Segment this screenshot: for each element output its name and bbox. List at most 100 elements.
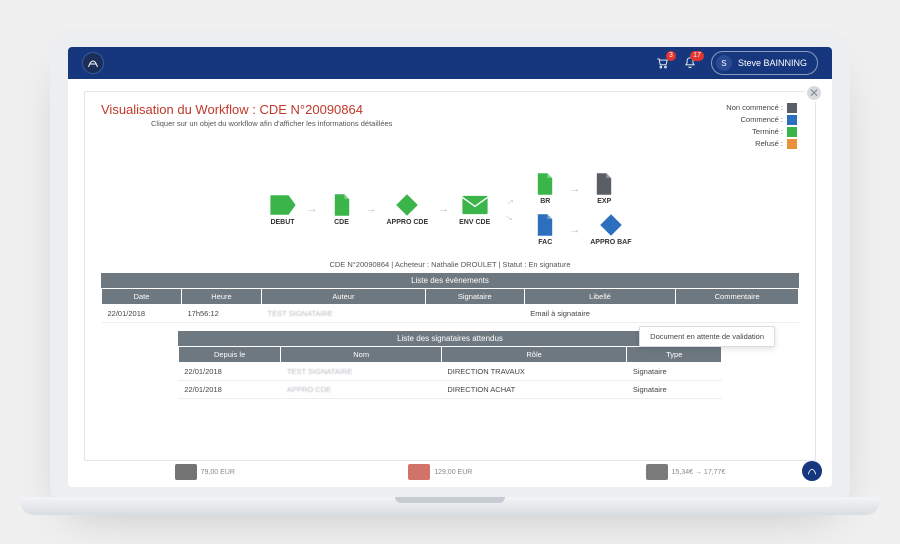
wf-node-label: EXP xyxy=(597,198,611,205)
legend-label: Commencé : xyxy=(740,114,783,126)
wf-node-shape xyxy=(590,172,618,196)
bell-badge: 17 xyxy=(690,51,704,61)
product-card[interactable]: 79,00 EUR xyxy=(175,464,235,480)
col-header: Signataire xyxy=(425,289,524,305)
arrow-icon: → xyxy=(438,203,449,215)
legend-swatch xyxy=(787,127,797,137)
product-price: 79,00 EUR xyxy=(201,469,235,476)
legend-swatch xyxy=(787,103,797,113)
wf-node-shape xyxy=(531,172,559,196)
table-cell: TEST SIGNATAIRE xyxy=(262,305,426,323)
wf-node-label: APPRO BAF xyxy=(590,239,631,246)
table-cell: DIRECTION TRAVAUX xyxy=(441,363,626,381)
arrow-split-up-icon: → xyxy=(502,193,518,209)
col-header: Depuis le xyxy=(178,347,281,363)
wf-branch-top: BR → EXP xyxy=(531,172,631,205)
wf-node-debut[interactable]: DEBUT xyxy=(269,193,297,226)
table-row: 22/01/2018APPRO CDEDIRECTION ACHATSignat… xyxy=(178,381,721,399)
workflow-diagram: DEBUT → CDE → APPRO CDE → ENV CDE → → BR… xyxy=(101,164,799,254)
legend-label: Non commencé : xyxy=(726,102,783,114)
status-legend: Non commencé :Commencé :Terminé :Refusé … xyxy=(726,102,797,150)
wf-branches: BR → EXP FAC → APPRO BAF xyxy=(531,172,631,246)
laptop-frame: 3 17 S Steve BAINNING 79,00 EUR 129,00 EU… xyxy=(50,29,850,515)
arrow-split-down-icon: → xyxy=(502,209,518,225)
product-price: 15,34€ → 17,77€ xyxy=(672,469,726,476)
wf-node-shape xyxy=(597,213,625,237)
table-cell: Signataire xyxy=(627,363,722,381)
user-menu[interactable]: S Steve BAINNING xyxy=(711,51,818,75)
wf-node-ap_baf[interactable]: APPRO BAF xyxy=(590,213,631,246)
chat-fab[interactable] xyxy=(802,461,822,481)
chat-icon xyxy=(807,466,817,476)
topbar-right: 3 17 S Steve BAINNING xyxy=(655,51,818,75)
table-cell xyxy=(425,305,524,323)
wf-branch-bot: FAC → APPRO BAF xyxy=(531,213,631,246)
modal-subtitle: Cliquer sur un objet du workflow afin d'… xyxy=(151,119,799,128)
wf-node-cde[interactable]: CDE xyxy=(328,193,356,226)
table-cell: DIRECTION ACHAT xyxy=(441,381,626,399)
legend-swatch xyxy=(787,139,797,149)
app-screen: 3 17 S Steve BAINNING 79,00 EUR 129,00 EU… xyxy=(68,47,832,487)
events-caption: Liste des évènements xyxy=(101,273,799,288)
wf-node-label: APPRO CDE xyxy=(387,219,429,226)
col-header: Heure xyxy=(182,289,262,305)
table-cell: APPRO CDE xyxy=(281,381,441,399)
avatar: S xyxy=(716,55,732,71)
events-table: Liste des évènements DateHeureAuteurSign… xyxy=(101,273,799,323)
arrow-icon: → xyxy=(569,183,580,195)
col-header: Rôle xyxy=(441,347,626,363)
wf-node-label: DEBUT xyxy=(270,219,294,226)
topbar: 3 17 S Steve BAINNING xyxy=(68,47,832,79)
product-thumb xyxy=(408,464,430,480)
table-row: 22/01/201817h56:12TEST SIGNATAIRE Email à… xyxy=(102,305,799,323)
wf-node-fac[interactable]: FAC xyxy=(531,213,559,246)
wf-node-br[interactable]: BR xyxy=(531,172,559,205)
cart-button[interactable]: 3 xyxy=(655,56,669,70)
table-cell: Email à signataire xyxy=(524,305,676,323)
wf-node-label: ENV CDE xyxy=(459,219,490,226)
col-header: Auteur xyxy=(262,289,426,305)
wf-node-label: FAC xyxy=(538,239,552,246)
brand-logo[interactable] xyxy=(82,52,104,74)
workflow-modal: ✕ Visualisation du Workflow : CDE N°2009… xyxy=(84,91,816,461)
wf-node-exp[interactable]: EXP xyxy=(590,172,618,205)
laptop-base xyxy=(20,497,880,515)
table-cell: TEST SIGNATAIRE xyxy=(281,363,441,381)
wf-node-label: CDE xyxy=(334,219,349,226)
product-card[interactable]: 129,00 EUR xyxy=(408,464,472,480)
product-thumb xyxy=(175,464,197,480)
product-thumb xyxy=(646,464,668,480)
legend-label: Refusé : xyxy=(755,138,783,150)
wf-node-envcde[interactable]: ENV CDE xyxy=(459,193,490,226)
screen-bezel: 3 17 S Steve BAINNING 79,00 EUR 129,00 EU… xyxy=(50,29,850,497)
wf-node-shape xyxy=(328,193,356,217)
table-row: 22/01/2018TEST SIGNATAIREDIRECTION TRAVA… xyxy=(178,363,721,381)
cart-badge: 3 xyxy=(666,51,676,61)
product-card[interactable]: 15,34€ → 17,77€ xyxy=(646,464,726,480)
col-header: Commentaire xyxy=(676,289,799,305)
wf-node-label: BR xyxy=(540,198,550,205)
col-header: Date xyxy=(102,289,182,305)
wf-node-shape xyxy=(531,213,559,237)
wf-node-appro[interactable]: APPRO CDE xyxy=(387,193,429,226)
wf-node-shape xyxy=(393,193,421,217)
arrow-icon: → xyxy=(307,203,318,215)
product-price: 129,00 EUR xyxy=(434,469,472,476)
background-products: 79,00 EUR 129,00 EUR 15,34€ → 17,77€ xyxy=(68,457,832,487)
table-cell: Signataire xyxy=(627,381,722,399)
table-cell xyxy=(676,305,799,323)
col-header: Type xyxy=(627,347,722,363)
col-header: Nom xyxy=(281,347,441,363)
wf-node-shape xyxy=(269,193,297,217)
table-cell: 17h56:12 xyxy=(182,305,262,323)
user-name: Steve BAINNING xyxy=(738,58,807,68)
notifications-button[interactable]: 17 xyxy=(683,56,697,70)
table-cell: 22/01/2018 xyxy=(102,305,182,323)
arrow-icon: → xyxy=(569,224,580,236)
legend-label: Terminé : xyxy=(752,126,783,138)
legend-swatch xyxy=(787,115,797,125)
arrow-icon: → xyxy=(366,203,377,215)
table-cell: 22/01/2018 xyxy=(178,363,281,381)
close-button[interactable]: ✕ xyxy=(805,84,823,102)
col-header: Libellé xyxy=(524,289,676,305)
